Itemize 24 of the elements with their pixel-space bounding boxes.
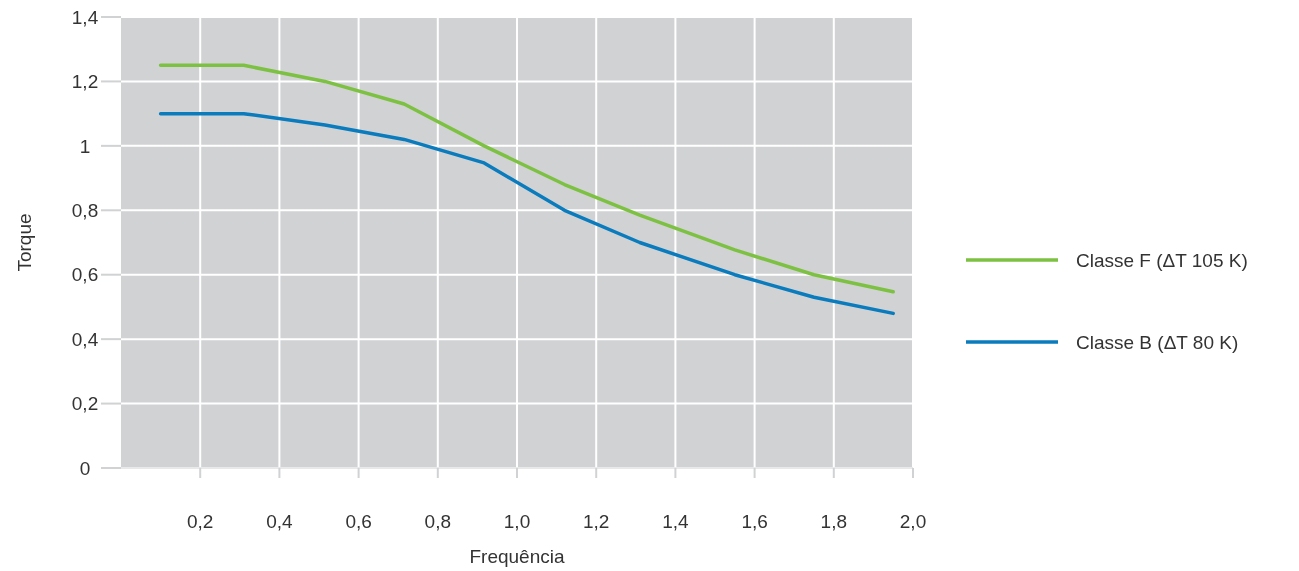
y-axis-title: Torque bbox=[14, 213, 35, 272]
x-tick-label: 2,0 bbox=[899, 511, 927, 532]
legend-label: Classe B (ΔT 80 K) bbox=[1076, 331, 1239, 353]
x-tick-label: 1,6 bbox=[741, 511, 768, 532]
line-series bbox=[158, 111, 895, 316]
y-tick-label: 0 bbox=[79, 457, 91, 479]
x-tick-label: 0,2 bbox=[186, 511, 214, 532]
x-tick-label: 1,2 bbox=[582, 511, 610, 532]
x-tick-label: 1,4 bbox=[662, 511, 690, 532]
x-axis-title: Frequência bbox=[469, 546, 565, 567]
x-tick-label: 0,6 bbox=[345, 511, 372, 532]
x-tick-label: 1,0 bbox=[503, 511, 531, 532]
x-tick-label: 0,8 bbox=[424, 511, 452, 532]
y-tick-label: 1,4 bbox=[71, 6, 99, 28]
legend-label: Classe F (ΔT 105 K) bbox=[1076, 249, 1248, 271]
y-tick-label: 0,2 bbox=[71, 393, 99, 415]
y-tick-label: 0,6 bbox=[71, 264, 99, 286]
y-tick-label: 1,2 bbox=[71, 71, 99, 93]
x-tick-label: 1,8 bbox=[820, 511, 848, 532]
y-tick-label: 0,8 bbox=[71, 199, 99, 221]
y-tick-label: 0,4 bbox=[71, 328, 99, 350]
line-series bbox=[158, 63, 895, 294]
x-tick-label: 0,4 bbox=[266, 511, 294, 532]
y-tick-label: 1 bbox=[79, 135, 91, 157]
